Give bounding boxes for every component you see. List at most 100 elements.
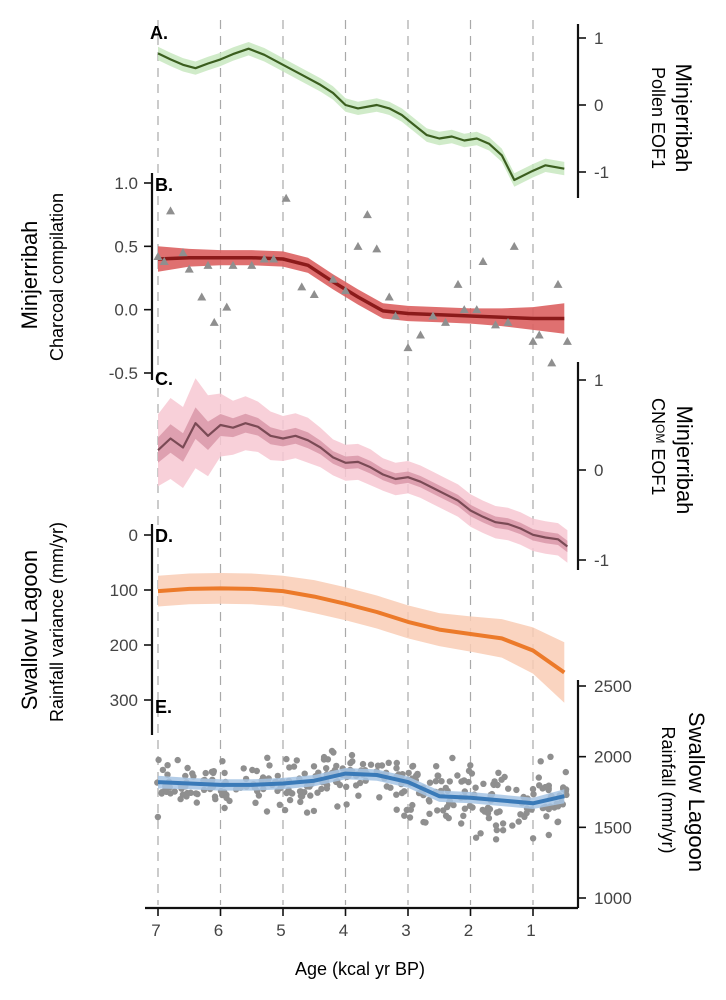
data-point (509, 822, 516, 829)
data-point (529, 835, 537, 842)
data-point (441, 317, 450, 326)
x-tick-label: 3 (401, 921, 410, 940)
data-point (426, 779, 434, 786)
data-point (553, 279, 563, 288)
data-point (159, 257, 169, 266)
data-point (467, 762, 474, 769)
data-point (435, 772, 442, 779)
y-axis-label: Charcoal compilation (47, 193, 67, 361)
data-point (202, 769, 209, 777)
data-point (155, 756, 162, 764)
data-point (472, 834, 480, 841)
data-point (442, 784, 449, 792)
data-point (492, 822, 500, 829)
data-point (328, 747, 336, 755)
data-point (461, 805, 469, 812)
data-point (177, 795, 184, 803)
data-point (545, 786, 552, 794)
data-point (362, 210, 372, 219)
data-point (183, 793, 190, 800)
data-point (401, 788, 408, 795)
panel-b-charcoal: B. 1.0 0.5 0.0 -0.5 Minjerribah Charcoal co… (17, 173, 572, 383)
data-point (211, 793, 219, 800)
data-point (355, 792, 362, 799)
data-point (159, 766, 167, 774)
data-point (164, 762, 171, 769)
data-point (453, 279, 463, 288)
y-tick-label: 300 (110, 691, 138, 710)
y-tick-label: 1 (594, 29, 603, 48)
data-point (420, 818, 427, 826)
data-point (406, 814, 414, 821)
data-point (562, 336, 572, 345)
data-point (167, 790, 174, 797)
data-point (374, 762, 382, 769)
series-line (157, 255, 565, 321)
data-point (442, 812, 450, 819)
data-point (523, 809, 530, 817)
data-point (352, 782, 360, 789)
data-point (465, 778, 472, 786)
data-point (393, 765, 400, 772)
data-point (387, 784, 394, 791)
data-point (283, 755, 290, 763)
y-axis-title: Minjerribah (17, 221, 42, 330)
data-point (413, 772, 420, 779)
data-point (293, 757, 300, 764)
y-tick-label: 2000 (594, 748, 632, 767)
confidence-band (158, 573, 565, 703)
panel-label: D. (155, 526, 173, 546)
data-point (433, 763, 440, 770)
data-point (240, 765, 247, 772)
data-point (209, 317, 219, 326)
data-point (478, 257, 488, 266)
panel-label: B. (155, 175, 173, 195)
x-tick-label: 7 (151, 921, 160, 940)
y-tick-label: 200 (110, 636, 138, 655)
data-point (264, 754, 271, 761)
data-point (528, 336, 538, 345)
data-point (276, 801, 283, 808)
data-point (290, 763, 298, 770)
data-point (314, 789, 321, 796)
data-point (349, 758, 356, 765)
data-point (343, 801, 350, 808)
data-point (391, 311, 400, 320)
data-point (432, 778, 440, 785)
data-point (496, 808, 503, 815)
x-axis-title: Age (kcal yr BP) (295, 959, 425, 979)
data-point (472, 784, 479, 791)
data-point (485, 814, 493, 822)
data-point (534, 330, 544, 339)
data-point (210, 768, 217, 775)
data-point (460, 812, 467, 819)
data-point (446, 778, 453, 785)
data-point (517, 811, 524, 818)
data-point (458, 778, 465, 785)
data-point (385, 759, 392, 766)
data-point (409, 801, 416, 809)
y-axis-label: CNOM EOF1 (648, 398, 668, 495)
data-point (221, 769, 228, 777)
data-point (405, 769, 412, 777)
data-point (323, 765, 330, 772)
data-point (228, 260, 238, 269)
y-axis-label: Rainfall (mm/yr) (658, 726, 678, 853)
panel-label: A. (150, 23, 168, 43)
data-point (409, 763, 416, 770)
y-tick-label: 100 (110, 581, 138, 600)
data-point (416, 330, 425, 339)
data-point (515, 818, 522, 825)
data-point (458, 820, 465, 827)
data-point (298, 793, 306, 800)
data-point (440, 807, 447, 814)
y-tick-label: 1500 (594, 818, 632, 837)
data-point (310, 807, 318, 815)
data-point (403, 343, 413, 352)
data-point (530, 791, 537, 798)
data-point (334, 803, 341, 810)
data-point (274, 772, 281, 780)
series-line (157, 771, 565, 806)
panel-c-cn-om: C. 1 0 -1 Minjerribah CNOM EOF1 (155, 362, 697, 570)
